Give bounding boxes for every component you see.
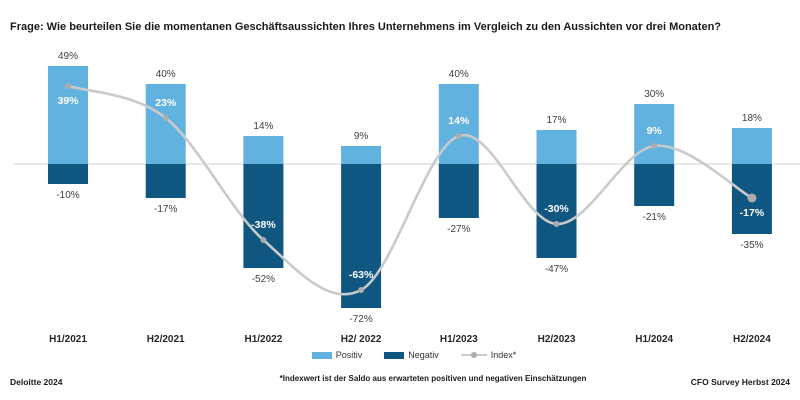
legend-label-negativ: Negativ bbox=[408, 350, 439, 360]
positiv-value-label: 17% bbox=[546, 115, 566, 126]
negativ-value-label: -10% bbox=[56, 190, 79, 201]
index-marker bbox=[553, 221, 560, 227]
positiv-value-label: 30% bbox=[644, 89, 664, 100]
legend-item-positiv: Positiv bbox=[311, 350, 363, 360]
positiv-value-label: 18% bbox=[742, 113, 762, 124]
negativ-bar bbox=[634, 164, 675, 206]
index-footnote: *Indexwert ist der Saldo aus erwarteten … bbox=[279, 374, 587, 383]
positiv-bar bbox=[634, 104, 675, 164]
x-axis-label: H2/2021 bbox=[147, 334, 185, 345]
positiv-bar bbox=[731, 128, 772, 164]
legend-item-negativ: Negativ bbox=[384, 350, 439, 360]
positiv-bar bbox=[145, 84, 186, 164]
negativ-bar bbox=[438, 164, 479, 218]
index-value-label: 9% bbox=[647, 125, 663, 137]
negativ-value-label: -21% bbox=[643, 212, 666, 223]
chart-legend: Positiv Negativ Index* bbox=[14, 350, 800, 360]
positiv-bar bbox=[536, 130, 577, 164]
positiv-value-label: 40% bbox=[449, 69, 469, 80]
negativ-bar bbox=[48, 164, 88, 184]
negativ-value-label: -47% bbox=[545, 264, 568, 275]
index-line bbox=[66, 84, 754, 296]
legend-item-index: Index* bbox=[460, 350, 517, 360]
chart-question-title: Frage: Wie beurteilen Sie die momentanen… bbox=[10, 21, 722, 33]
negativ-value-label: -17% bbox=[154, 204, 177, 215]
index-value-label: 23% bbox=[155, 97, 177, 109]
index-value-label: 39% bbox=[57, 95, 79, 107]
legend-label-positiv: Positiv bbox=[335, 350, 363, 360]
index-value-label: -17% bbox=[740, 207, 765, 219]
negativ-bar bbox=[145, 164, 186, 198]
footer-survey-name: CFO Survey Herbst 2024 bbox=[690, 377, 790, 387]
x-axis-label: H2/2023 bbox=[538, 334, 576, 345]
positiv-value-label: 40% bbox=[156, 69, 176, 80]
x-axis-label: H2/ 2022 bbox=[341, 334, 382, 345]
positiv-value-label: 14% bbox=[253, 121, 273, 132]
index-marker bbox=[260, 237, 267, 243]
index-value-label: -30% bbox=[544, 203, 569, 215]
negativ-value-label: -35% bbox=[740, 240, 763, 251]
negativ-bar bbox=[536, 164, 577, 258]
positiv-bar bbox=[438, 84, 479, 164]
legend-label-index: Index* bbox=[490, 350, 517, 360]
x-axis-label: H1/2021 bbox=[49, 334, 87, 345]
positiv-value-label: 49% bbox=[58, 51, 78, 62]
x-axis-label: H2/2024 bbox=[733, 334, 771, 345]
negativ-value-label: -52% bbox=[252, 274, 275, 285]
index-marker bbox=[65, 83, 71, 89]
positiv-bar bbox=[341, 146, 382, 164]
index-marker bbox=[455, 133, 462, 139]
footer-deloitte: Deloitte 2024 bbox=[10, 377, 63, 387]
index-marker-icon bbox=[470, 352, 477, 358]
positiv-bar bbox=[243, 136, 284, 164]
index-line-swatch-icon bbox=[460, 352, 487, 358]
index-value-label: -63% bbox=[349, 269, 374, 281]
negativ-swatch-icon bbox=[384, 351, 405, 359]
index-marker bbox=[651, 143, 658, 149]
index-value-label: 14% bbox=[448, 115, 470, 127]
positiv-value-label: 9% bbox=[354, 131, 369, 142]
negativ-value-label: -27% bbox=[447, 224, 470, 235]
positiv-bar bbox=[48, 66, 88, 164]
x-axis-label: H1/2024 bbox=[635, 334, 673, 345]
positiv-swatch-icon bbox=[311, 351, 332, 359]
negativ-bar bbox=[341, 164, 382, 308]
index-value-label: -38% bbox=[251, 219, 276, 231]
negativ-value-label: -72% bbox=[349, 314, 372, 325]
x-axis-label: H1/2023 bbox=[440, 334, 478, 345]
index-marker bbox=[162, 115, 169, 121]
x-axis-label: H1/2022 bbox=[244, 334, 282, 345]
index-marker bbox=[747, 193, 757, 203]
index-marker bbox=[358, 287, 365, 293]
